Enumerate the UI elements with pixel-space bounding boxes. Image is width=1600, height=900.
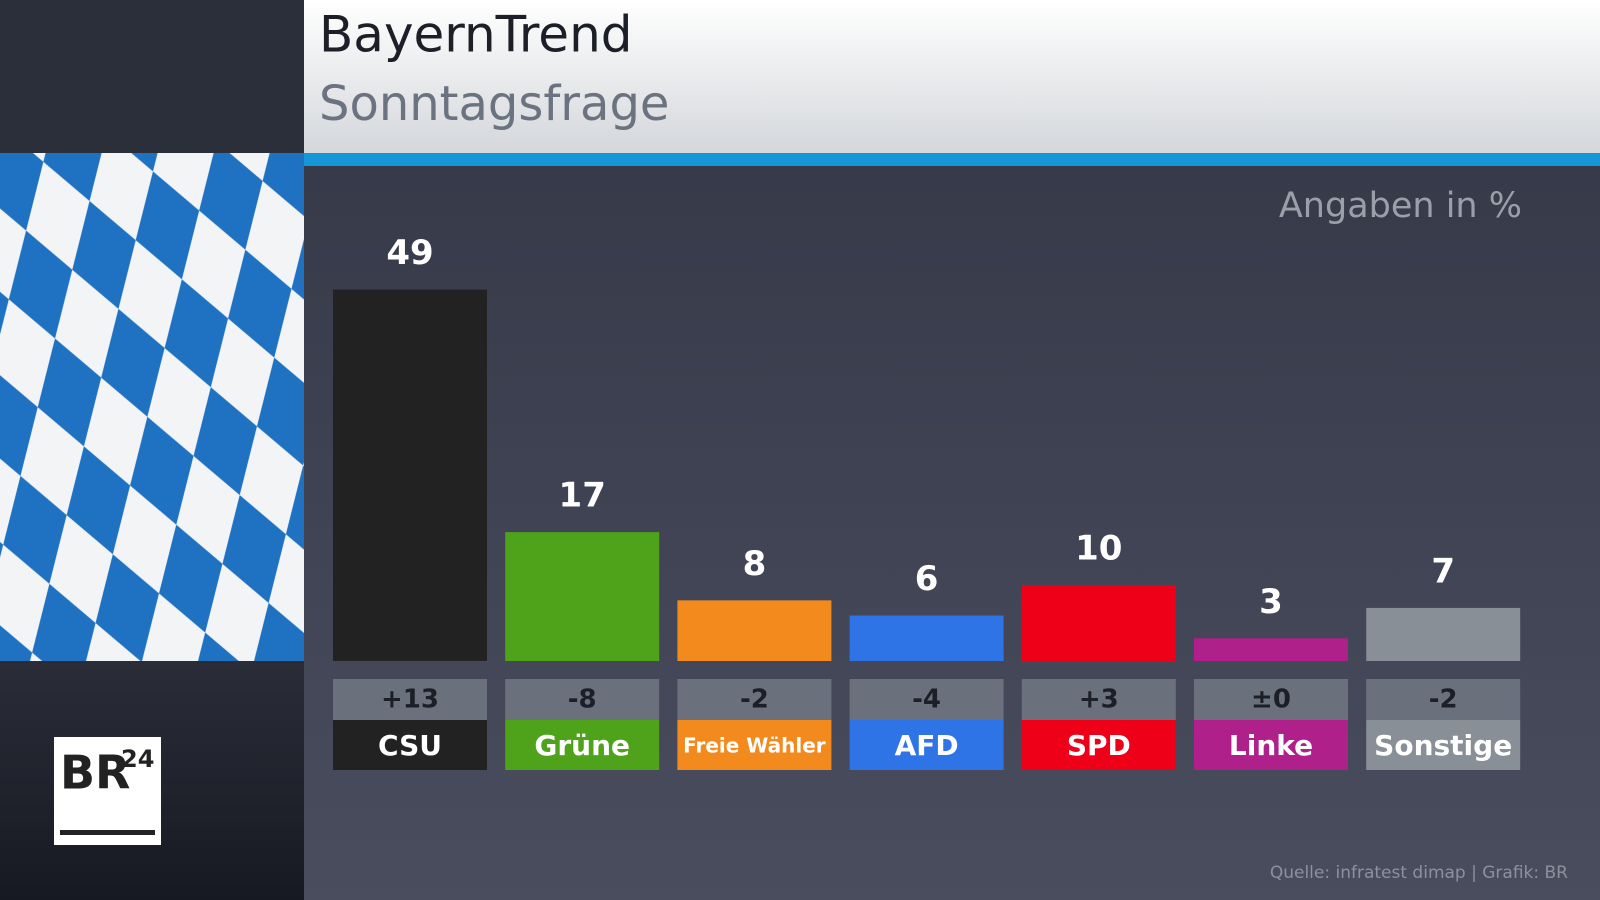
change-label: +13 — [381, 685, 439, 715]
change-box — [333, 679, 487, 720]
category-box — [1194, 720, 1348, 770]
accent-stripe — [304, 153, 1600, 166]
category-box — [1021, 720, 1176, 770]
bar — [333, 289, 487, 661]
value-label: 3 — [1259, 582, 1283, 622]
x-tick-label: AFD — [895, 729, 959, 762]
category-box — [1366, 720, 1521, 770]
bar — [1366, 607, 1521, 661]
value-label: 49 — [386, 233, 433, 273]
logo-text: BR — [60, 746, 130, 800]
x-tick-label: Grüne — [534, 729, 630, 762]
x-tick-label: Freie Wähler — [683, 734, 826, 758]
flag — [0, 153, 304, 661]
change-box — [1021, 679, 1176, 720]
x-tick-label: Linke — [1229, 729, 1313, 762]
change-box — [505, 679, 660, 720]
unit-note: Angaben in % — [1279, 186, 1522, 226]
x-tick-label: CSU — [378, 729, 442, 762]
bar — [677, 600, 832, 661]
bar — [1194, 638, 1348, 661]
change-label: -8 — [568, 685, 597, 715]
x-tick-label: Sonstige — [1374, 729, 1512, 762]
chart-background — [304, 166, 1600, 900]
source: Quelle: infratest dimap | Grafik: BR — [1270, 863, 1568, 883]
corner-panel — [0, 0, 304, 153]
change-box — [677, 679, 832, 720]
header — [304, 0, 1600, 153]
change-box — [849, 679, 1004, 720]
logo-bar — [60, 830, 155, 835]
change-box — [1366, 679, 1521, 720]
bar — [505, 532, 660, 661]
change-label: -2 — [740, 685, 769, 715]
category-box — [333, 720, 487, 770]
change-label: -4 — [912, 685, 941, 715]
change-label: -2 — [1429, 685, 1458, 715]
change-box — [1194, 679, 1348, 720]
logo-box — [54, 737, 161, 845]
value-label: 17 — [559, 476, 606, 516]
category-box — [505, 720, 660, 770]
change-label: ±0 — [1251, 685, 1291, 715]
chart-subtitle: Sonntagsfrage — [319, 76, 669, 132]
value-label: 8 — [743, 544, 767, 584]
value-label: 10 — [1075, 529, 1122, 569]
value-label: 6 — [915, 559, 939, 599]
chart-title: BayernTrend — [319, 6, 633, 64]
change-label: +3 — [1079, 685, 1119, 715]
bar — [1021, 585, 1176, 661]
category-box — [677, 720, 832, 770]
logo-sup: 24 — [121, 745, 154, 773]
bar — [849, 615, 1004, 661]
value-label: 7 — [1431, 551, 1455, 591]
category-box — [849, 720, 1004, 770]
x-tick-label: SPD — [1067, 729, 1131, 762]
